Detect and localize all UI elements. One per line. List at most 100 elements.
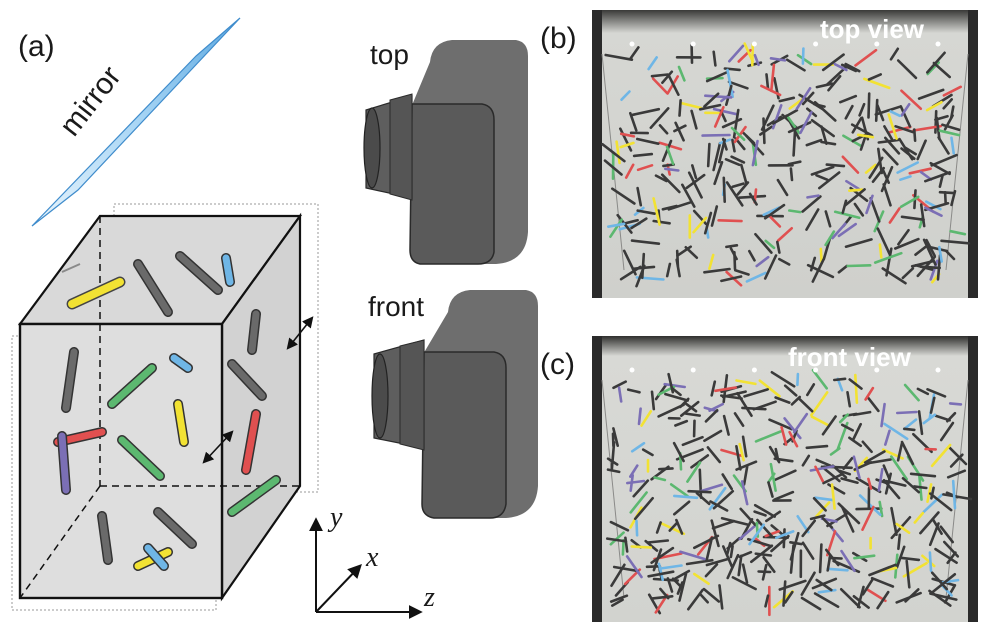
photo-rod: [927, 245, 949, 253]
photo-rod: [773, 457, 794, 463]
photo-rod: [650, 73, 670, 78]
camera-top-front: [409, 103, 495, 265]
photo-rod: [848, 378, 863, 390]
photo-light-dot: [813, 367, 819, 373]
photo-rod: [630, 545, 653, 549]
photo-rod: [827, 75, 842, 92]
photo-rod: [831, 222, 847, 240]
axis-y-label: y: [327, 502, 343, 533]
camera-top-label: top: [370, 39, 409, 70]
photo-rod: [703, 94, 733, 99]
photo-rod: [864, 386, 875, 401]
photo-rod: [852, 455, 861, 480]
photo-rod: [805, 138, 823, 147]
photo-rod: [917, 88, 945, 100]
photo-rod: [662, 163, 676, 168]
rod-dark-fill: [248, 310, 260, 354]
box-hidden-edge-diagonal: [19, 485, 101, 599]
photo-rod: [902, 418, 918, 431]
photo-rod: [856, 133, 875, 139]
photo-rod: [893, 237, 920, 250]
mirror: mirror: [31, 17, 241, 227]
photo-rod: [673, 124, 687, 133]
photo-rod: [742, 131, 756, 145]
photo-rod: [717, 219, 743, 223]
photo-rod: [609, 218, 624, 238]
photo-rod: [783, 384, 798, 397]
photo-rod: [767, 481, 774, 498]
photo-rod: [806, 194, 820, 199]
photo-rod: [809, 514, 826, 521]
photo-rod: [751, 139, 759, 167]
photo-rod: [753, 510, 767, 517]
photo-rod: [741, 435, 748, 458]
photo-rod: [665, 262, 672, 278]
photo-rod: [685, 558, 714, 566]
photo-rod: [606, 468, 621, 474]
photo-rod: [925, 100, 943, 112]
photo-rod: [936, 254, 942, 281]
camera-front-lens-rim: [371, 353, 389, 439]
photo-rod: [776, 227, 794, 242]
photo-rod: [727, 44, 745, 63]
photo-rod: [840, 549, 856, 573]
photo-rod: [848, 436, 863, 448]
photo-rod: [851, 117, 863, 134]
photo-rod: [670, 569, 691, 582]
photo-rod: [636, 164, 654, 172]
photo-rod: [863, 450, 886, 464]
photo-rod: [895, 545, 906, 569]
photo-rod: [876, 590, 890, 610]
photo-rod: [603, 159, 623, 176]
rod-dark-fill: [154, 508, 196, 548]
photo-rod: [882, 478, 901, 500]
photo-rod: [909, 472, 937, 478]
photo-rod: [609, 520, 630, 532]
photo-rod: [764, 239, 776, 250]
photo-rod: [615, 140, 621, 165]
photo-rod: [725, 541, 732, 556]
photo-rod: [890, 506, 898, 537]
photo-rod: [811, 577, 838, 590]
rod-dark-fill: [62, 348, 78, 412]
photo-rod: [661, 139, 673, 162]
photo-rod: [657, 467, 674, 471]
photo-rod: [881, 267, 907, 285]
photo-rod: [844, 238, 873, 248]
photo-light-dot: [751, 367, 757, 373]
photo-rod: [722, 176, 727, 203]
photo-rod: [692, 216, 708, 234]
mirror-label: mirror: [54, 60, 128, 142]
photo-rod: [782, 528, 786, 549]
camera-front: front: [368, 290, 538, 519]
photo-rod: [635, 519, 639, 537]
photo-rod: [708, 402, 725, 413]
photo-rod: [623, 218, 639, 225]
photo-rod: [840, 423, 855, 432]
photo-rod: [949, 229, 967, 236]
photo-rod: [649, 107, 670, 129]
photo-rod: [942, 98, 954, 110]
photo-rod: [733, 268, 750, 276]
photo-rod: [940, 239, 971, 245]
photo-rod: [651, 594, 674, 600]
photo-rod: [931, 572, 957, 593]
photo-rod: [815, 501, 831, 518]
photo-rod: [901, 267, 915, 280]
photo-rod: [719, 394, 743, 400]
photo-rod: [878, 500, 884, 518]
photo-rod: [674, 419, 689, 427]
photo-rod: [861, 577, 875, 596]
photo-rod: [699, 593, 710, 604]
rod-purple-fill: [58, 432, 70, 494]
photo-rod: [833, 210, 861, 220]
photo-rod: [621, 538, 625, 556]
photo-rod: [944, 249, 956, 261]
photo-rod: [919, 170, 933, 181]
photo-rod: [851, 422, 863, 442]
photo-rod: [904, 588, 920, 603]
photo-rod: [948, 402, 963, 406]
rod-yellow-fill: [174, 400, 188, 446]
photo-rod: [652, 219, 671, 225]
photo-rod: [868, 563, 897, 577]
